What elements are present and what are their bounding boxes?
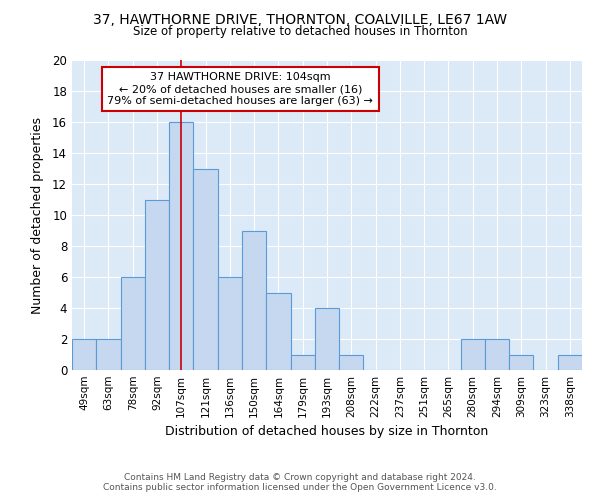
Bar: [72, 339, 96, 370]
Bar: [266, 292, 290, 370]
Bar: [145, 200, 169, 370]
Text: 37, HAWTHORNE DRIVE, THORNTON, COALVILLE, LE67 1AW: 37, HAWTHORNE DRIVE, THORNTON, COALVILLE…: [93, 12, 507, 26]
Bar: [290, 354, 315, 370]
Bar: [193, 168, 218, 370]
Text: 37 HAWTHORNE DRIVE: 104sqm
← 20% of detached houses are smaller (16)
79% of semi: 37 HAWTHORNE DRIVE: 104sqm ← 20% of deta…: [107, 72, 373, 106]
Bar: [96, 339, 121, 370]
Bar: [485, 339, 509, 370]
Bar: [169, 122, 193, 370]
Bar: [242, 230, 266, 370]
Y-axis label: Number of detached properties: Number of detached properties: [31, 116, 44, 314]
Bar: [339, 354, 364, 370]
X-axis label: Distribution of detached houses by size in Thornton: Distribution of detached houses by size …: [166, 426, 488, 438]
Bar: [509, 354, 533, 370]
Text: Contains HM Land Registry data © Crown copyright and database right 2024.
Contai: Contains HM Land Registry data © Crown c…: [103, 473, 497, 492]
Bar: [461, 339, 485, 370]
Bar: [558, 354, 582, 370]
Text: Size of property relative to detached houses in Thornton: Size of property relative to detached ho…: [133, 25, 467, 38]
Bar: [315, 308, 339, 370]
Bar: [218, 277, 242, 370]
Bar: [121, 277, 145, 370]
